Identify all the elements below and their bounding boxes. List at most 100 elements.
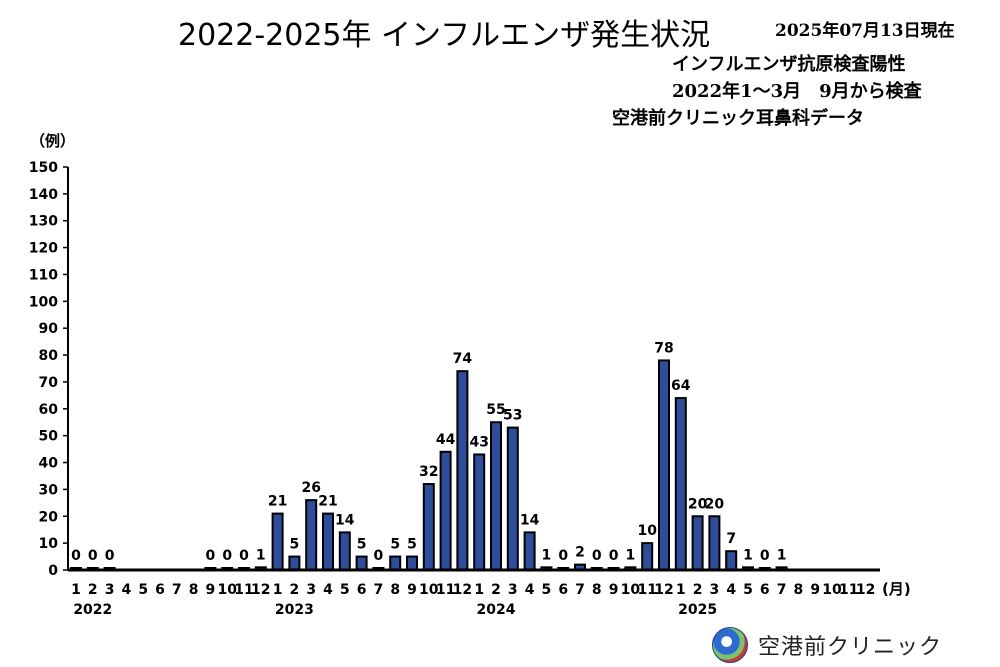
bar xyxy=(641,542,654,572)
bar xyxy=(490,421,502,571)
bar xyxy=(658,359,670,571)
y-tick-label: 10 xyxy=(39,536,59,552)
x-tick-label: 12 xyxy=(453,582,472,598)
y-tick-label: 30 xyxy=(39,482,59,498)
data-label: 0 xyxy=(609,548,619,564)
data-label: 74 xyxy=(453,351,473,367)
x-tick-label: 5 xyxy=(542,582,552,598)
data-label: 0 xyxy=(206,548,216,564)
data-label: 5 xyxy=(357,537,367,553)
data-label: 20 xyxy=(688,496,708,512)
data-label: 0 xyxy=(88,548,98,564)
chart-title: 2022-2025年 インフルエンザ発生状況 xyxy=(178,18,711,53)
x-tick-label: 5 xyxy=(340,582,350,598)
y-tick-label: 90 xyxy=(39,321,59,337)
x-tick-label: 1 xyxy=(474,582,484,598)
clinic-logo-icon xyxy=(712,627,748,663)
x-tick-label: 3 xyxy=(710,582,720,598)
data-label: 5 xyxy=(290,537,300,553)
x-tick-label: 6 xyxy=(155,582,165,598)
x-tick-label: 8 xyxy=(189,582,199,598)
x-tick-label: 7 xyxy=(575,582,585,598)
y-tick-label: 70 xyxy=(39,375,59,391)
x-tick-label: 8 xyxy=(592,582,602,598)
x-tick-label: 5 xyxy=(743,582,753,598)
data-label: 0 xyxy=(760,548,770,564)
y-tick-label: 0 xyxy=(48,563,58,579)
year-label: 2025 xyxy=(678,602,717,618)
x-tick-label: 12 xyxy=(654,582,673,598)
data-label: 1 xyxy=(743,547,753,563)
data-label: 0 xyxy=(239,548,249,564)
x-tick-label: 11 xyxy=(839,582,858,598)
bar xyxy=(322,512,334,572)
bar xyxy=(422,483,435,572)
y-tick-label: 130 xyxy=(29,214,58,230)
bar xyxy=(305,499,318,571)
x-tick-label: 7 xyxy=(172,582,182,598)
bar xyxy=(506,426,519,571)
x-tick-label: 1 xyxy=(273,582,283,598)
data-label: 26 xyxy=(301,480,320,496)
y-tick-label: 20 xyxy=(39,509,59,525)
x-tick-label: 5 xyxy=(138,582,148,598)
x-tick-label: 10 xyxy=(621,582,641,598)
data-label: 21 xyxy=(268,494,287,510)
y-axis-unit-label: （例） xyxy=(30,132,76,150)
subtitle-source: 空港前クリニック耳鼻科データ xyxy=(612,108,864,129)
data-label: 78 xyxy=(654,340,673,356)
x-tick-label: 4 xyxy=(323,582,333,598)
x-tick-label: 7 xyxy=(777,582,787,598)
data-label: 1 xyxy=(777,547,787,563)
x-tick-label: 10 xyxy=(822,582,842,598)
data-label: 1 xyxy=(626,547,636,563)
data-label: 0 xyxy=(222,548,232,564)
data-label: 7 xyxy=(726,531,736,547)
x-tick-label: 8 xyxy=(794,582,804,598)
as-of-date: 2025年07月13日現在 xyxy=(775,21,955,41)
x-tick-label: 6 xyxy=(558,582,568,598)
x-tick-label: 9 xyxy=(810,582,820,598)
data-label: 44 xyxy=(436,432,456,448)
bar xyxy=(355,555,368,571)
bar xyxy=(271,512,284,572)
data-label: 5 xyxy=(390,537,400,553)
data-label: 2 xyxy=(575,545,585,561)
y-tick-label: 80 xyxy=(39,348,59,364)
x-tick-label: 6 xyxy=(357,582,367,598)
data-label: 0 xyxy=(592,548,602,564)
bar xyxy=(389,555,402,571)
clinic-logo-text: 空港前クリニック xyxy=(758,635,943,660)
bar xyxy=(439,450,452,571)
x-tick-label: 11 xyxy=(436,582,455,598)
data-label: 10 xyxy=(637,523,657,539)
x-tick-label: 8 xyxy=(390,582,400,598)
data-label: 14 xyxy=(520,512,540,528)
data-label: 14 xyxy=(335,512,355,528)
x-tick-label: 1 xyxy=(676,582,686,598)
x-tick-label: 4 xyxy=(726,582,736,598)
x-axis-unit-label: (月) xyxy=(882,580,911,598)
x-tick-label: 6 xyxy=(760,582,770,598)
subtitle-test-type: インフルエンザ抗原検査陽性 xyxy=(672,54,906,75)
y-tick-label: 50 xyxy=(39,429,59,445)
data-label: 1 xyxy=(256,547,266,563)
year-label: 2022 xyxy=(73,602,112,618)
data-label: 0 xyxy=(558,548,568,564)
year-label: 2023 xyxy=(275,602,314,618)
x-tick-label: 11 xyxy=(234,582,253,598)
bar xyxy=(456,370,469,572)
bar xyxy=(691,515,704,571)
x-tick-label: 1 xyxy=(71,582,81,598)
data-label: 55 xyxy=(486,402,505,418)
data-label: 64 xyxy=(671,378,691,394)
bar xyxy=(473,453,486,571)
x-tick-label: 12 xyxy=(251,582,270,598)
y-tick-label: 40 xyxy=(39,456,59,472)
subtitle-period: 2022年1～3月 9月から検査 xyxy=(672,81,922,102)
bar xyxy=(523,531,536,571)
x-tick-label: 10 xyxy=(419,582,439,598)
y-tick-label: 140 xyxy=(29,187,58,203)
bar xyxy=(725,550,738,572)
y-tick-label: 110 xyxy=(29,267,58,283)
